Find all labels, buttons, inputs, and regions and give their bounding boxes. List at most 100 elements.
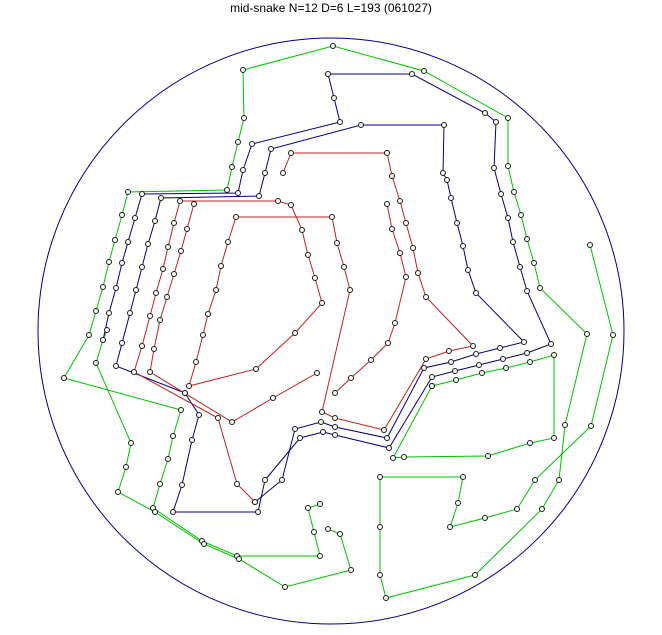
vertex-marker	[262, 170, 268, 176]
vertex-marker	[548, 341, 554, 347]
vertex-marker	[139, 264, 145, 270]
vertex-marker	[452, 368, 458, 374]
vertex-marker	[256, 193, 262, 199]
vertex-marker	[113, 363, 119, 369]
vertex-marker	[224, 187, 230, 193]
vertex-marker	[332, 432, 338, 438]
boundary-circle	[37, 37, 625, 625]
vertex-marker	[139, 191, 145, 197]
vertex-marker	[517, 264, 523, 270]
vertex-marker	[514, 506, 520, 512]
vertex-marker	[510, 239, 516, 245]
vertex-marker	[178, 407, 184, 413]
vertex-marker	[385, 340, 391, 346]
vertex-marker	[165, 456, 171, 462]
vertex-marker	[397, 198, 403, 204]
vertex-marker	[410, 245, 416, 251]
vertex-marker	[358, 122, 364, 128]
vertex-marker	[213, 287, 219, 293]
vertex-marker	[61, 375, 67, 381]
vertex-marker	[455, 500, 461, 506]
vertex-marker	[524, 288, 530, 294]
vertex-marker	[389, 173, 395, 179]
vertex-marker	[446, 348, 452, 354]
vertex-marker	[527, 359, 533, 365]
vertex-marker	[401, 454, 407, 460]
vertex-marker	[127, 310, 133, 316]
vertex-marker	[470, 343, 476, 349]
vertex-marker	[453, 377, 459, 383]
vertex-marker	[505, 115, 511, 121]
vertex-marker	[312, 275, 318, 281]
vertex-marker	[441, 122, 447, 128]
vertex-marker	[196, 412, 202, 418]
vertex-marker	[241, 115, 247, 121]
vertex-marker	[147, 313, 153, 319]
vertex-marker	[460, 474, 466, 480]
vertex-marker	[205, 311, 211, 317]
vertex-marker	[348, 375, 354, 381]
vertex-marker	[368, 357, 374, 363]
vertex-marker	[383, 595, 389, 601]
vertex-marker	[292, 330, 298, 336]
vertex-marker	[421, 68, 427, 74]
vertex-marker	[473, 351, 479, 357]
vertex-marker	[233, 214, 239, 220]
vertex-marker	[505, 215, 511, 221]
vertex-marker	[119, 260, 125, 266]
vertex-marker	[178, 248, 184, 254]
vertex-marker	[325, 526, 331, 532]
vertex-marker	[423, 356, 429, 362]
vertex-marker	[93, 360, 99, 366]
vertex-marker	[200, 332, 206, 338]
vertex-marker	[145, 241, 151, 247]
vertex-marker	[171, 220, 177, 226]
vertex-marker	[500, 356, 506, 362]
vertex-marker	[279, 477, 285, 483]
vertex-marker	[170, 509, 176, 515]
vertex-marker	[429, 374, 435, 380]
vertex-marker	[305, 252, 311, 258]
vertex-marker	[165, 244, 171, 250]
vertex-marker	[104, 327, 110, 333]
vertex-marker	[562, 422, 568, 428]
vertex-marker	[240, 67, 246, 73]
vertex-marker	[288, 202, 294, 208]
vertex-marker	[93, 308, 99, 314]
vertex-marker	[503, 365, 509, 371]
vertex-marker	[527, 440, 533, 446]
vertex-marker	[275, 198, 281, 204]
vertex-marker	[249, 141, 255, 147]
vertex-marker	[157, 317, 163, 323]
vertex-marker	[537, 285, 543, 291]
vertex-marker	[314, 370, 320, 376]
vertex-marker	[218, 263, 224, 269]
vertex-marker	[588, 423, 594, 429]
vertex-marker	[235, 139, 241, 145]
vertex-marker	[493, 119, 499, 125]
vertex-marker	[229, 419, 235, 425]
vertex-marker	[524, 236, 530, 242]
vertex-marker	[125, 189, 131, 195]
vertex-marker	[421, 365, 427, 371]
vertex-marker	[119, 212, 125, 218]
vertex-marker	[100, 337, 106, 343]
vertex-marker	[240, 167, 246, 173]
vertex-marker	[86, 332, 92, 338]
vertex-marker	[397, 250, 403, 256]
vertex-marker	[270, 395, 276, 401]
vertex-marker	[551, 435, 557, 441]
vertex-marker	[511, 189, 517, 195]
vertex-marker	[389, 226, 395, 232]
plot-title: mid-snake N=12 D=6 L=193 (061027)	[230, 1, 432, 15]
vertex-marker	[337, 531, 343, 537]
vertex-marker	[524, 350, 530, 356]
snake-path-navy-inner-a	[115, 124, 525, 503]
vertex-marker	[115, 489, 121, 495]
vertex-marker	[476, 362, 482, 368]
vertex-marker	[193, 359, 199, 365]
vertex-marker	[479, 370, 485, 376]
vertex-marker	[268, 146, 274, 152]
vertex-marker	[305, 505, 311, 511]
